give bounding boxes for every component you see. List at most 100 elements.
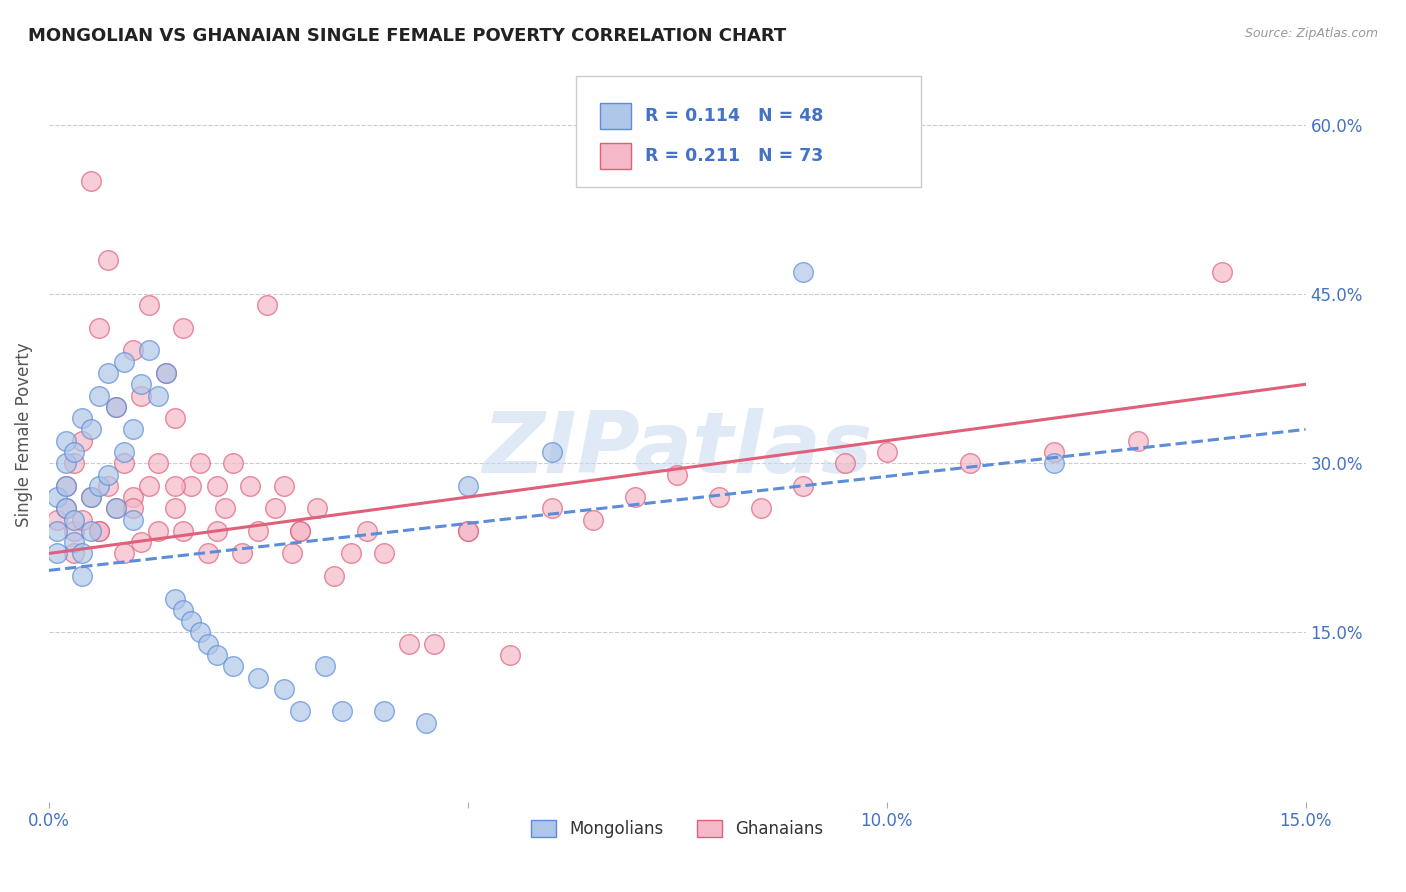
Point — [89, 479, 111, 493]
Point — [1043, 456, 1066, 470]
Point — [264, 501, 287, 516]
Point — [80, 524, 103, 538]
Point — [373, 546, 395, 560]
Point — [138, 343, 160, 358]
Point — [239, 479, 262, 493]
Point — [499, 648, 522, 662]
Point — [121, 513, 143, 527]
Point — [180, 479, 202, 493]
Point — [72, 569, 94, 583]
Point — [273, 681, 295, 696]
Point — [80, 422, 103, 436]
Point — [792, 264, 814, 278]
Point — [398, 637, 420, 651]
Point — [415, 715, 437, 730]
Point — [540, 445, 562, 459]
Point — [305, 501, 328, 516]
Point — [290, 704, 312, 718]
Point — [89, 388, 111, 402]
Point — [163, 501, 186, 516]
Point — [121, 422, 143, 436]
Point — [330, 704, 353, 718]
Point — [97, 479, 120, 493]
Point — [155, 366, 177, 380]
Point — [163, 479, 186, 493]
Point — [214, 501, 236, 516]
Point — [112, 456, 135, 470]
Point — [423, 637, 446, 651]
Point — [97, 366, 120, 380]
Point — [46, 546, 69, 560]
Point — [89, 524, 111, 538]
Point — [104, 501, 127, 516]
Point — [146, 388, 169, 402]
Point — [188, 625, 211, 640]
Point — [457, 524, 479, 538]
Point — [834, 456, 856, 470]
Point — [89, 321, 111, 335]
Point — [792, 479, 814, 493]
Point — [104, 400, 127, 414]
Point — [63, 513, 86, 527]
Text: ZIPatlas: ZIPatlas — [482, 409, 872, 491]
Point — [97, 467, 120, 482]
Point — [146, 524, 169, 538]
Point — [1043, 445, 1066, 459]
Point — [1211, 264, 1233, 278]
Point — [172, 321, 194, 335]
Point — [121, 343, 143, 358]
Text: MONGOLIAN VS GHANAIAN SINGLE FEMALE POVERTY CORRELATION CHART: MONGOLIAN VS GHANAIAN SINGLE FEMALE POVE… — [28, 27, 786, 45]
Point — [129, 377, 152, 392]
Point — [188, 456, 211, 470]
Point — [1126, 434, 1149, 448]
Point — [205, 648, 228, 662]
Point — [205, 524, 228, 538]
Point — [247, 671, 270, 685]
Point — [104, 400, 127, 414]
Point — [205, 479, 228, 493]
Point — [104, 501, 127, 516]
Point — [55, 501, 77, 516]
Point — [55, 434, 77, 448]
Point — [163, 591, 186, 606]
Point — [121, 501, 143, 516]
Point — [457, 524, 479, 538]
Point — [876, 445, 898, 459]
Point — [155, 366, 177, 380]
Point — [55, 479, 77, 493]
Point — [666, 467, 689, 482]
Point — [72, 411, 94, 425]
Text: N = 73: N = 73 — [758, 147, 823, 165]
Point — [163, 411, 186, 425]
Point — [281, 546, 304, 560]
Point — [72, 546, 94, 560]
Point — [356, 524, 378, 538]
Point — [55, 456, 77, 470]
Point — [222, 456, 245, 470]
Point — [129, 388, 152, 402]
Point — [55, 479, 77, 493]
Point — [138, 479, 160, 493]
Point — [63, 456, 86, 470]
Point — [959, 456, 981, 470]
Point — [197, 637, 219, 651]
Point — [582, 513, 605, 527]
Text: Source: ZipAtlas.com: Source: ZipAtlas.com — [1244, 27, 1378, 40]
Point — [749, 501, 772, 516]
Text: R = 0.211: R = 0.211 — [645, 147, 741, 165]
Point — [63, 546, 86, 560]
Point — [314, 659, 336, 673]
Point — [63, 445, 86, 459]
Point — [540, 501, 562, 516]
Text: N = 48: N = 48 — [758, 107, 823, 125]
Point — [273, 479, 295, 493]
Point — [197, 546, 219, 560]
Point — [112, 445, 135, 459]
Point — [129, 535, 152, 549]
Point — [457, 479, 479, 493]
Point — [89, 524, 111, 538]
Point — [322, 569, 344, 583]
Point — [146, 456, 169, 470]
Point — [339, 546, 361, 560]
Point — [80, 174, 103, 188]
